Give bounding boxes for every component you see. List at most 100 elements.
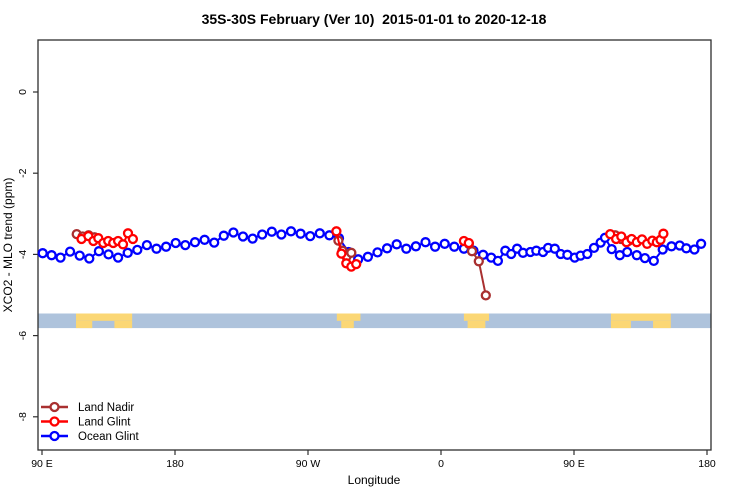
- data-point-ocean-glint: [160, 241, 172, 252]
- land-patch-south-america: [341, 320, 354, 329]
- y-tick-label: 0: [17, 89, 29, 95]
- data-point-land-glint: [117, 239, 129, 250]
- data-point-ocean-glint: [84, 253, 95, 264]
- data-point-ocean-glint: [64, 246, 76, 257]
- data-point-land-glint: [331, 226, 342, 237]
- data-point-ocean-glint: [648, 255, 659, 267]
- plot-box: [37, 39, 712, 451]
- data-point-ocean-glint: [180, 239, 191, 251]
- legend-item-land-nadir: Land Nadir: [41, 401, 134, 414]
- legend-marker: [49, 401, 60, 413]
- data-point-ocean-glint: [112, 252, 124, 263]
- land-patch-africa: [463, 313, 490, 321]
- data-point-land-nadir: [480, 290, 491, 301]
- land-patch-australia: [75, 320, 93, 329]
- data-point-ocean-glint: [151, 243, 162, 254]
- legend-item-ocean-glint: Ocean Glint: [41, 430, 140, 443]
- data-point-land-nadir: [346, 247, 357, 258]
- data-point-ocean-glint: [141, 239, 153, 251]
- data-point-ocean-glint: [218, 230, 229, 241]
- data-point-ocean-glint: [381, 243, 393, 254]
- y-tick-label: -4: [17, 250, 29, 259]
- data-point-land-glint: [658, 228, 669, 239]
- data-point-ocean-glint: [639, 252, 651, 264]
- data-point-ocean-glint: [122, 247, 133, 258]
- legend-label: Land Glint: [78, 417, 131, 429]
- data-point-ocean-glint: [439, 238, 450, 249]
- ocean-band: [38, 313, 711, 329]
- data-point-ocean-glint: [247, 233, 258, 244]
- land-patch-australia: [75, 313, 133, 321]
- data-point-ocean-glint: [631, 250, 642, 261]
- legend: Land Nadir Land Glint Ocean Glint: [41, 401, 140, 443]
- legend-label: Ocean Glint: [78, 431, 140, 443]
- data-point-ocean-glint: [429, 241, 441, 252]
- data-point-ocean-glint: [666, 241, 677, 252]
- legend-label: Land Nadir: [78, 402, 134, 414]
- data-point-ocean-glint: [606, 243, 617, 255]
- land-patch-australia-2: [653, 320, 671, 329]
- data-point-ocean-glint: [189, 237, 201, 248]
- data-point-ocean-glint: [689, 244, 700, 255]
- x-tick-label: 180: [166, 458, 184, 470]
- land-patch-australia-2: [610, 313, 671, 321]
- chart-title: 35S-30S February (Ver 10) 2015-01-01 to …: [202, 11, 547, 27]
- data-point-ocean-glint: [74, 250, 85, 261]
- data-point-ocean-glint: [276, 229, 287, 240]
- series-land-glint: [76, 226, 669, 272]
- data-point-ocean-glint: [132, 244, 143, 256]
- legend-marker: [49, 416, 60, 427]
- data-point-ocean-glint: [449, 241, 460, 252]
- land-patch-africa: [467, 320, 486, 329]
- data-point-ocean-glint: [228, 227, 239, 238]
- data-point-ocean-glint: [55, 252, 66, 263]
- legend-item-land-glint: Land Glint: [41, 416, 131, 429]
- data-point-ocean-glint: [492, 255, 504, 267]
- data-point-ocean-glint: [372, 247, 383, 258]
- data-point-ocean-glint: [410, 241, 422, 252]
- land-patch-south-america: [336, 313, 361, 321]
- data-point-ocean-glint: [401, 243, 412, 254]
- legend-marker: [49, 430, 60, 442]
- data-point-ocean-glint: [257, 229, 268, 240]
- data-point-ocean-glint: [37, 248, 48, 259]
- data-point-ocean-glint: [285, 226, 297, 237]
- data-point-ocean-glint: [657, 244, 668, 255]
- data-point-ocean-glint: [199, 234, 210, 245]
- y-tick-label: -6: [17, 331, 29, 340]
- data-point-ocean-glint: [46, 250, 57, 261]
- data-point-ocean-glint: [237, 231, 249, 242]
- land-patch-australia: [114, 320, 133, 329]
- data-point-ocean-glint: [622, 246, 633, 258]
- data-point-ocean-glint: [695, 238, 707, 249]
- data-point-ocean-glint: [209, 237, 220, 248]
- data-point-land-glint: [127, 233, 139, 245]
- data-point-ocean-glint: [582, 248, 593, 260]
- data-point-land-glint: [463, 237, 474, 249]
- x-tick-label: 90 E: [563, 458, 585, 470]
- data-point-ocean-glint: [588, 242, 600, 254]
- data-point-land-glint: [351, 258, 362, 270]
- data-point-ocean-glint: [362, 251, 374, 262]
- x-tick-label: 0: [438, 458, 444, 470]
- x-tick-label: 90 W: [296, 458, 321, 470]
- x-tick-label: 180: [698, 458, 716, 470]
- data-point-ocean-glint: [170, 237, 181, 249]
- data-point-ocean-glint: [93, 246, 105, 257]
- x-tick-label: 90 E: [31, 458, 53, 470]
- y-tick-label: -8: [17, 412, 29, 421]
- data-point-ocean-glint: [681, 243, 692, 254]
- land-patch-australia-2: [610, 320, 631, 329]
- data-point-ocean-glint: [420, 237, 431, 248]
- data-point-ocean-glint: [305, 230, 316, 242]
- data-point-ocean-glint: [266, 226, 277, 237]
- data-point-ocean-glint: [295, 228, 306, 239]
- x-axis-label: Longitude: [348, 473, 401, 487]
- data-point-ocean-glint: [391, 239, 402, 250]
- data-point-ocean-glint: [314, 228, 325, 239]
- data-point-land-nadir: [473, 256, 484, 267]
- series-ocean-glint: [37, 226, 707, 267]
- data-point-land-glint: [336, 248, 347, 259]
